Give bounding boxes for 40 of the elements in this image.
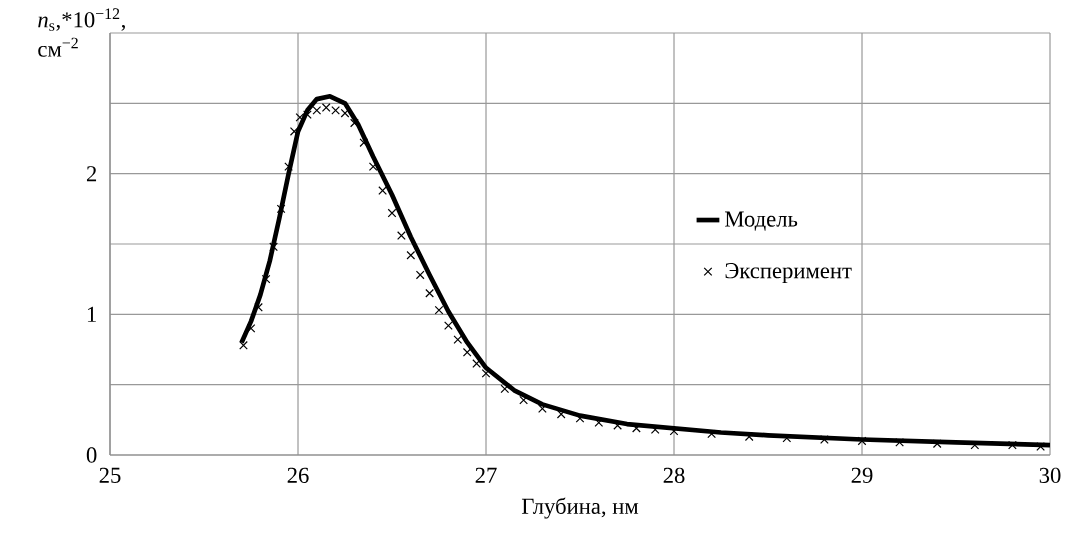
- point: [340, 108, 350, 118]
- y-tick-label: 0: [86, 447, 97, 463]
- point: [744, 432, 754, 442]
- y-tick-label: 2: [86, 166, 97, 182]
- x-axis-title: Глубина, нм: [521, 497, 639, 519]
- point: [387, 208, 397, 218]
- point: [481, 369, 491, 378]
- legend-label: Модель: [725, 211, 798, 231]
- point: [434, 305, 444, 315]
- y-tick-label: 1: [87, 306, 96, 322]
- point: [406, 250, 416, 260]
- legend-label: Эксперимент: [725, 263, 852, 283]
- point: [321, 103, 331, 112]
- point: [312, 106, 322, 115]
- point: [415, 270, 425, 280]
- point: [378, 186, 387, 195]
- x-tick-label: 27: [475, 467, 497, 483]
- text: n$_{s}$,*10$^{−12}$, см$^{−2}$: [38, 8, 125, 57]
- point: [444, 321, 453, 330]
- point: [472, 359, 481, 368]
- x-tick-label: 26: [287, 467, 309, 483]
- x-tick-label: 30: [1039, 467, 1061, 484]
- point: [538, 404, 547, 413]
- point: [453, 335, 463, 345]
- point: [359, 138, 369, 148]
- point: [239, 340, 248, 350]
- point: [368, 162, 378, 172]
- point: [425, 288, 434, 298]
- point: [331, 106, 340, 115]
- point: [246, 324, 256, 333]
- point: [289, 127, 299, 136]
- x-tick-label: 25: [99, 467, 121, 483]
- point: [519, 395, 528, 405]
- point: [500, 384, 510, 394]
- point: [462, 347, 472, 357]
- x-tick-label: 29: [851, 467, 873, 483]
- point: [350, 118, 359, 128]
- point: [397, 231, 406, 240]
- x-tick-label: 28: [663, 467, 685, 484]
- point: [857, 436, 867, 446]
